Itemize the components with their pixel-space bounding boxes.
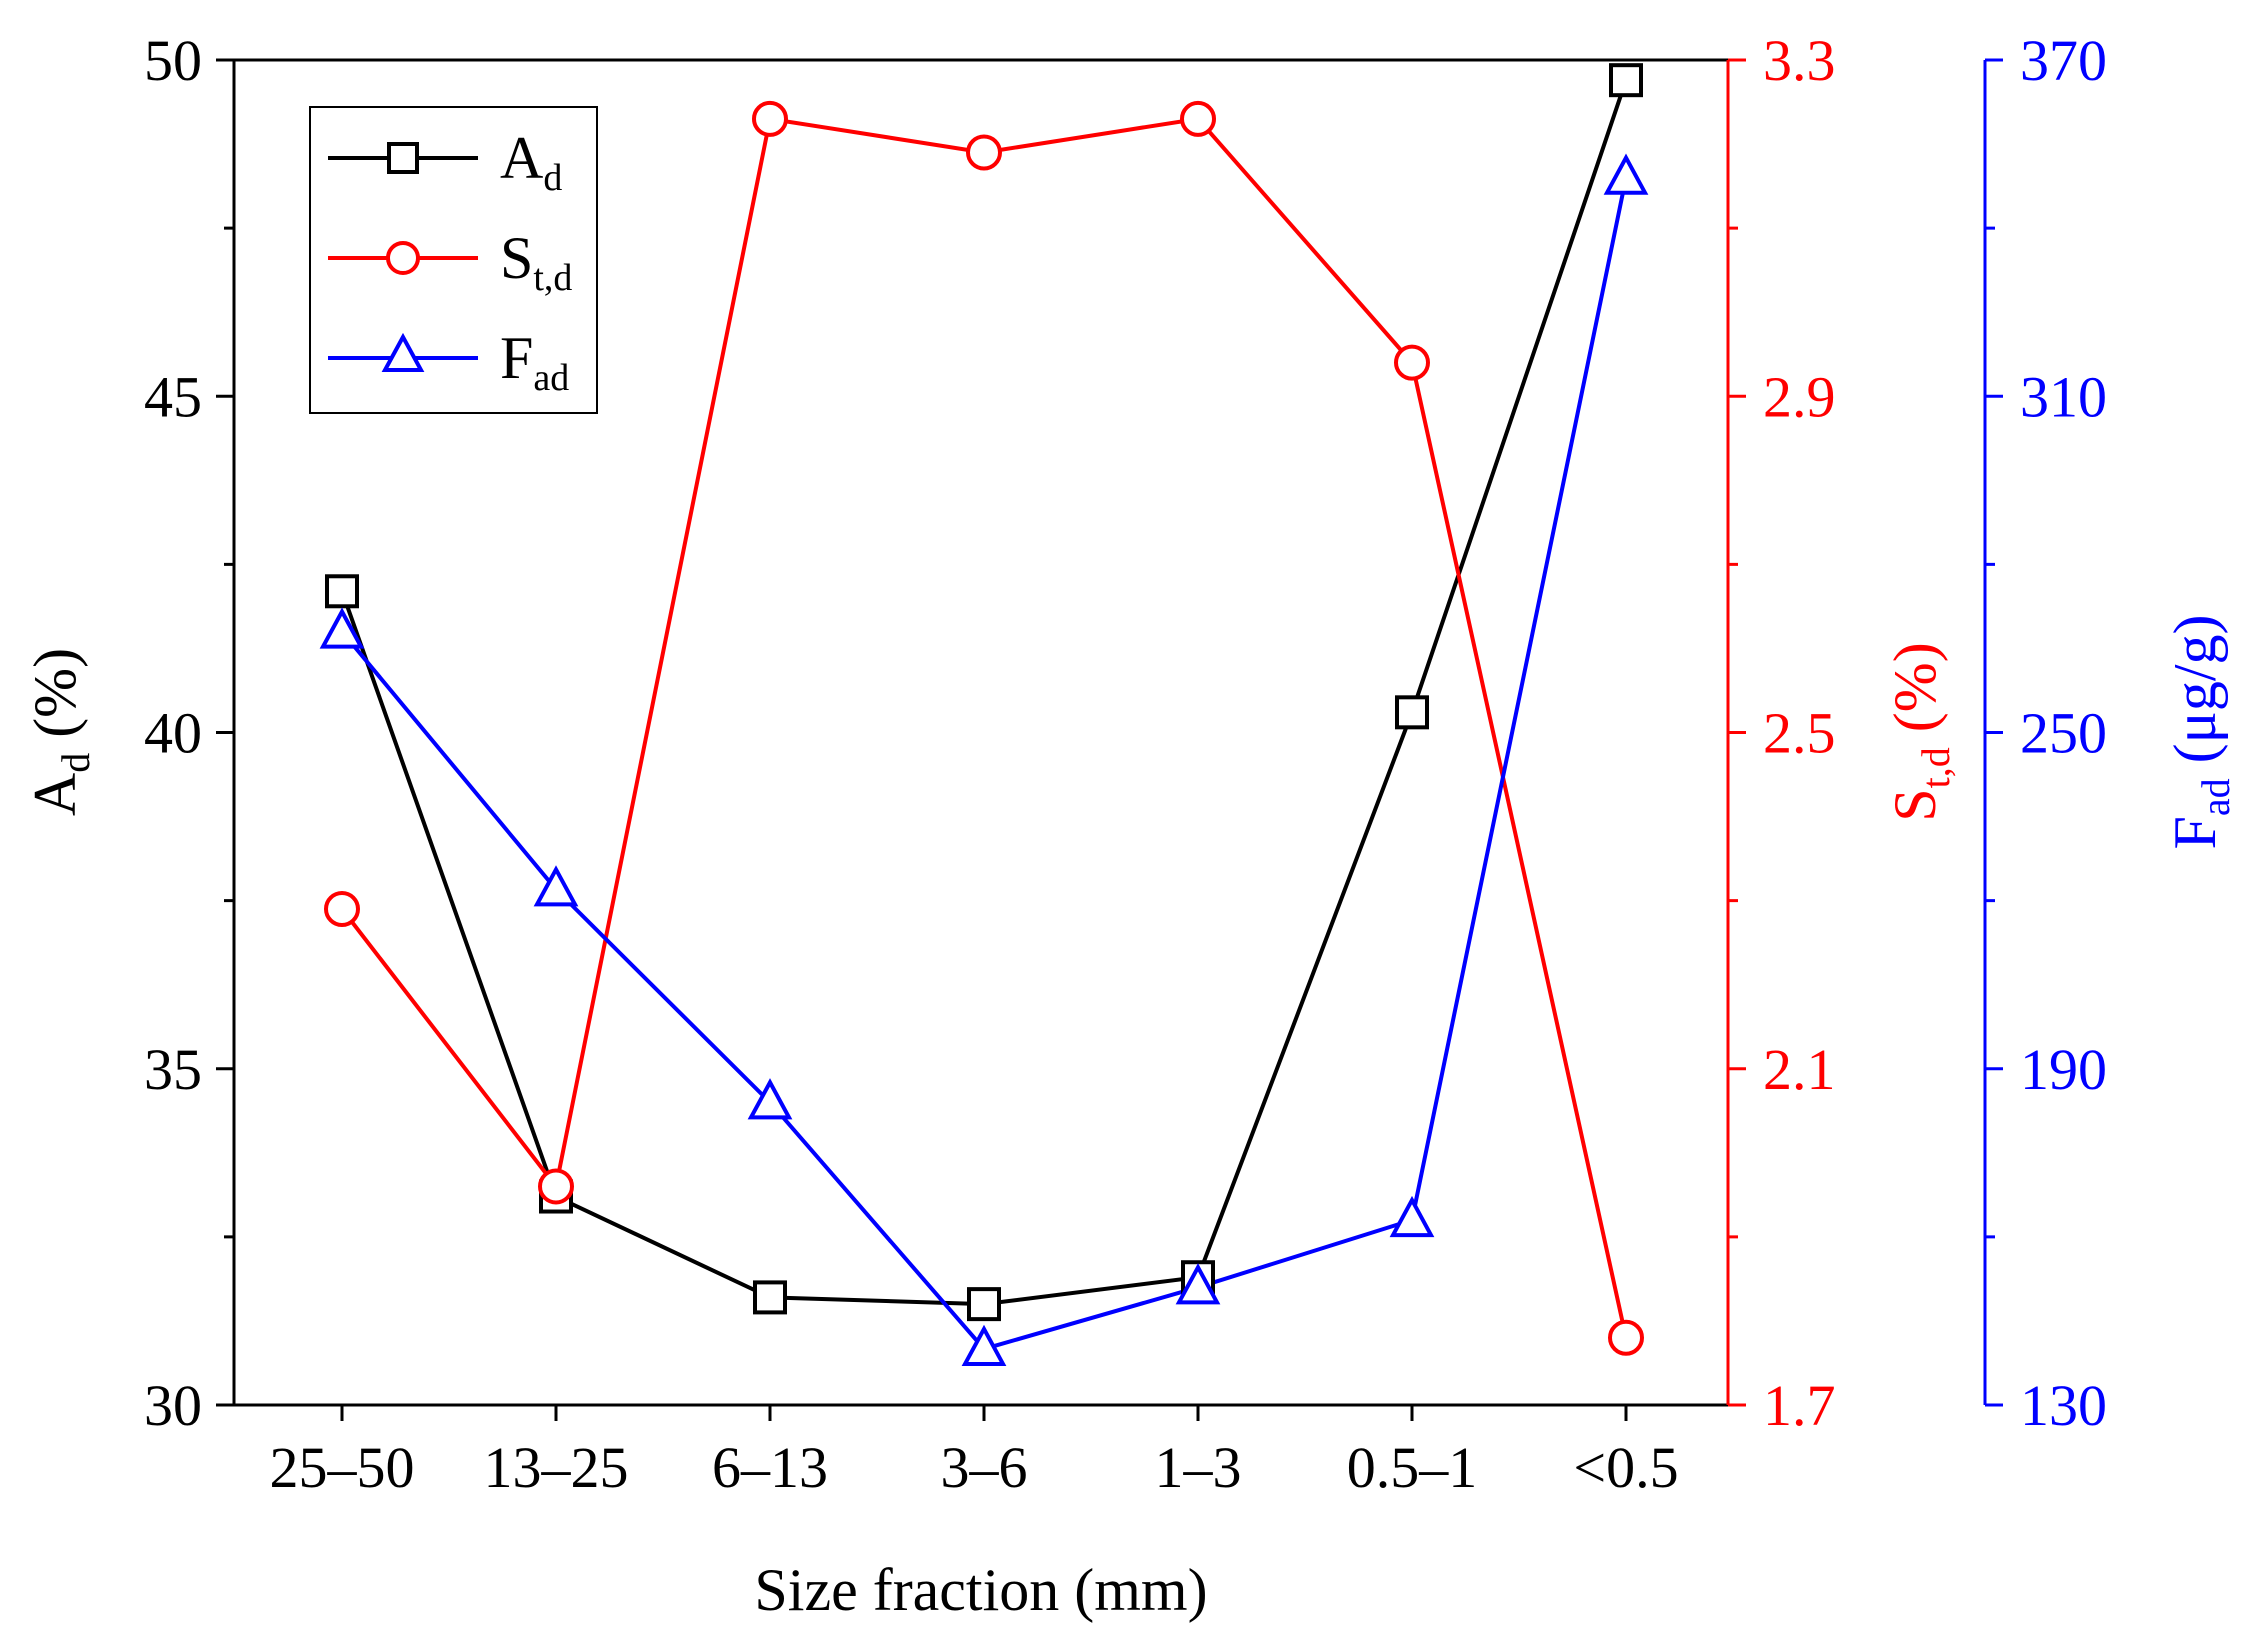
- x-axis-title: Size fraction (mm): [754, 1557, 1207, 1623]
- left-axis-tick-label: 30: [144, 1373, 202, 1438]
- x-tick-label: <0.5: [1573, 1435, 1678, 1500]
- point-ad: [967, 1287, 1001, 1322]
- legend-marker-fad: [381, 332, 425, 372]
- left-axis-tick-label: 35: [144, 1037, 202, 1102]
- legend-marker-ad: [387, 142, 419, 174]
- point-std: [1608, 1319, 1644, 1356]
- legend-label-ad: Ad: [500, 125, 562, 199]
- x-tick-label: 13–25: [484, 1435, 629, 1500]
- point-std: [324, 891, 360, 928]
- left-axis-tick-label: 40: [144, 701, 202, 766]
- legend-marker-std: [386, 241, 420, 275]
- point-fad: [961, 1324, 1007, 1366]
- series-markers: [319, 63, 1649, 1366]
- point-std: [1394, 344, 1430, 381]
- left-axis-title: Ad (%): [22, 648, 98, 816]
- point-fad: [1175, 1263, 1221, 1305]
- point-ad: [325, 574, 359, 609]
- s-axis-tick-label: 2.5: [1763, 701, 1836, 766]
- x-tick-label: 25–50: [270, 1435, 415, 1500]
- axis-ticks: 25–50 13–25 6–13 3–6 1–3 0.5–1 <0.5 30 35 40 45 50 1…: [144, 28, 2107, 1500]
- legend-label-fad: Fad: [500, 325, 569, 399]
- x-tick-label: 6–13: [712, 1435, 828, 1500]
- s-axis-tick-label: 2.9: [1763, 364, 1836, 429]
- point-std: [966, 134, 1002, 171]
- legend-label-std: St,d: [500, 225, 572, 299]
- point-std: [538, 1168, 574, 1205]
- point-ad: [1609, 63, 1643, 98]
- point-ad: [753, 1280, 787, 1315]
- point-fad: [1603, 153, 1649, 195]
- f-axis-tick-label: 310: [2020, 364, 2107, 429]
- s-axis-title: St,d (%): [1882, 642, 1958, 821]
- f-axis-tick-label: 370: [2020, 28, 2107, 93]
- f-axis-tick-label: 250: [2020, 701, 2107, 766]
- f-axis-tick-label: 190: [2020, 1037, 2107, 1102]
- f-axis-title: Fad (μg/g): [2162, 615, 2238, 850]
- point-fad: [1389, 1195, 1435, 1238]
- left-axis-tick-label: 50: [144, 28, 202, 93]
- s-axis-tick-label: 3.3: [1763, 28, 1836, 93]
- x-tick-label: 0.5–1: [1347, 1435, 1478, 1500]
- x-tick-label: 3–6: [941, 1435, 1028, 1500]
- point-ad: [1395, 695, 1429, 730]
- point-fad: [533, 865, 579, 907]
- left-axis-tick-label: 45: [144, 364, 202, 429]
- f-axis-tick-label: 130: [2020, 1373, 2107, 1438]
- legend: Ad St,d Fad: [309, 106, 598, 414]
- s-axis-tick-label: 1.7: [1763, 1373, 1836, 1438]
- point-fad: [747, 1078, 793, 1120]
- point-std: [1180, 100, 1216, 137]
- s-axis-tick-label: 2.1: [1763, 1037, 1836, 1102]
- x-tick-label: 1–3: [1155, 1435, 1242, 1500]
- point-std: [752, 100, 788, 137]
- point-fad: [319, 607, 365, 649]
